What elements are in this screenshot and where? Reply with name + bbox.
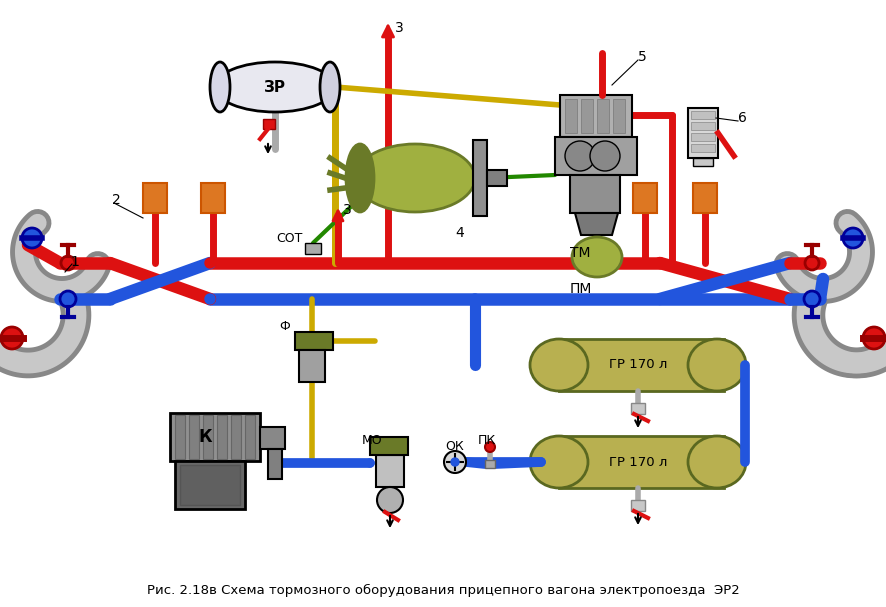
Text: 5: 5: [638, 50, 647, 64]
Bar: [370, 437, 408, 455]
Circle shape: [444, 451, 466, 473]
Bar: [245, 415, 255, 459]
Ellipse shape: [355, 144, 475, 212]
Bar: [376, 455, 404, 487]
Bar: [299, 350, 325, 382]
Bar: [260, 427, 285, 449]
Text: Рис. 2.18в Схема тормозного оборудования прицепного вагона электропоезда  ЭР2: Рис. 2.18в Схема тормозного оборудования…: [146, 583, 740, 597]
Text: 2: 2: [112, 193, 120, 207]
Ellipse shape: [377, 487, 403, 513]
Ellipse shape: [210, 62, 230, 112]
Bar: [581, 99, 593, 133]
Bar: [305, 243, 321, 254]
Bar: [565, 99, 577, 133]
Text: МО: МО: [362, 433, 383, 447]
Ellipse shape: [530, 339, 588, 391]
Bar: [613, 99, 625, 133]
Bar: [201, 183, 225, 213]
Bar: [189, 415, 199, 459]
Text: СОТ: СОТ: [276, 231, 302, 245]
Bar: [631, 500, 645, 511]
Bar: [633, 183, 657, 213]
Circle shape: [205, 258, 215, 268]
Bar: [180, 465, 240, 505]
Circle shape: [655, 294, 665, 304]
Circle shape: [470, 294, 480, 304]
Bar: [473, 140, 487, 216]
Bar: [693, 183, 717, 213]
Bar: [559, 436, 724, 488]
Text: 1: 1: [70, 255, 79, 269]
Bar: [170, 413, 260, 461]
Ellipse shape: [688, 436, 746, 488]
Text: ПМ: ПМ: [570, 282, 593, 296]
Circle shape: [1, 327, 23, 349]
Circle shape: [485, 442, 495, 452]
Circle shape: [61, 256, 75, 270]
Bar: [570, 175, 620, 213]
Circle shape: [60, 291, 76, 307]
Bar: [143, 183, 167, 213]
Bar: [175, 415, 185, 459]
Circle shape: [205, 294, 215, 304]
Circle shape: [366, 459, 374, 467]
Bar: [487, 170, 507, 186]
Bar: [688, 108, 718, 158]
Text: 3: 3: [395, 21, 404, 35]
Bar: [691, 144, 715, 152]
Ellipse shape: [346, 144, 374, 212]
Text: 3: 3: [343, 203, 352, 217]
Text: ОК: ОК: [445, 441, 463, 453]
Circle shape: [655, 258, 665, 268]
Bar: [231, 415, 241, 459]
Circle shape: [843, 228, 863, 248]
Ellipse shape: [572, 237, 622, 277]
Circle shape: [565, 141, 595, 171]
Text: Ф: Ф: [279, 319, 290, 333]
Ellipse shape: [688, 339, 746, 391]
Bar: [485, 460, 495, 468]
Bar: [175, 461, 245, 509]
Bar: [559, 339, 724, 391]
Text: ЗР: ЗР: [264, 80, 286, 95]
Bar: [203, 415, 213, 459]
Text: ТМ: ТМ: [570, 246, 590, 260]
Circle shape: [863, 327, 885, 349]
Text: ГР 170 л: ГР 170 л: [609, 359, 667, 371]
Circle shape: [590, 141, 620, 171]
Bar: [555, 137, 637, 175]
Bar: [295, 332, 333, 350]
Bar: [597, 99, 609, 133]
Text: 6: 6: [738, 111, 747, 125]
Bar: [693, 158, 713, 166]
Circle shape: [451, 458, 459, 466]
Text: ПК: ПК: [478, 433, 496, 447]
Bar: [691, 133, 715, 141]
Ellipse shape: [320, 62, 340, 112]
Bar: [691, 122, 715, 130]
Bar: [217, 415, 227, 459]
Bar: [263, 119, 275, 129]
Bar: [268, 449, 282, 479]
Polygon shape: [575, 213, 618, 235]
Text: К: К: [198, 428, 212, 446]
Bar: [691, 111, 715, 119]
Circle shape: [22, 228, 42, 248]
Ellipse shape: [215, 62, 335, 112]
Bar: [631, 403, 645, 414]
Text: 4: 4: [455, 226, 463, 240]
Ellipse shape: [530, 436, 588, 488]
Circle shape: [805, 256, 819, 270]
Circle shape: [804, 291, 820, 307]
Text: ГР 170 л: ГР 170 л: [609, 455, 667, 469]
Bar: [560, 95, 632, 137]
